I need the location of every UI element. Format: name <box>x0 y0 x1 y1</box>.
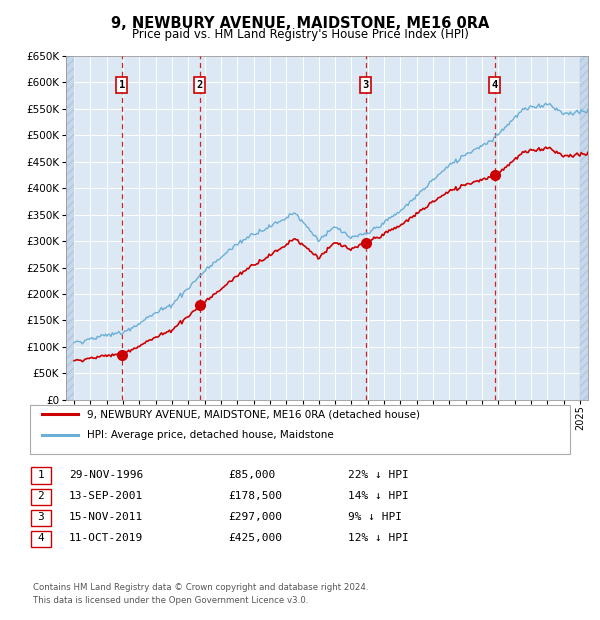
Text: This data is licensed under the Open Government Licence v3.0.: This data is licensed under the Open Gov… <box>33 596 308 604</box>
Text: 14% ↓ HPI: 14% ↓ HPI <box>348 491 409 501</box>
Text: 12% ↓ HPI: 12% ↓ HPI <box>348 533 409 543</box>
Text: 3: 3 <box>37 512 44 522</box>
Text: 22% ↓ HPI: 22% ↓ HPI <box>348 470 409 480</box>
Text: 4: 4 <box>37 533 44 543</box>
Text: 4: 4 <box>491 80 498 90</box>
Text: £425,000: £425,000 <box>228 533 282 543</box>
Text: £297,000: £297,000 <box>228 512 282 522</box>
Bar <box>66 56 74 400</box>
Text: 2: 2 <box>37 491 44 501</box>
Text: £85,000: £85,000 <box>228 470 275 480</box>
Text: Price paid vs. HM Land Registry's House Price Index (HPI): Price paid vs. HM Land Registry's House … <box>131 28 469 41</box>
Bar <box>580 56 588 400</box>
Text: 1: 1 <box>119 80 125 90</box>
Text: 9, NEWBURY AVENUE, MAIDSTONE, ME16 0RA: 9, NEWBURY AVENUE, MAIDSTONE, ME16 0RA <box>111 16 489 30</box>
Text: 15-NOV-2011: 15-NOV-2011 <box>69 512 143 522</box>
Text: 13-SEP-2001: 13-SEP-2001 <box>69 491 143 501</box>
Text: Contains HM Land Registry data © Crown copyright and database right 2024.: Contains HM Land Registry data © Crown c… <box>33 583 368 592</box>
Text: 11-OCT-2019: 11-OCT-2019 <box>69 533 143 543</box>
Text: HPI: Average price, detached house, Maidstone: HPI: Average price, detached house, Maid… <box>87 430 334 440</box>
Text: 1: 1 <box>37 470 44 480</box>
Text: 3: 3 <box>362 80 369 90</box>
Text: 2: 2 <box>197 80 203 90</box>
Text: 9% ↓ HPI: 9% ↓ HPI <box>348 512 402 522</box>
Text: 9, NEWBURY AVENUE, MAIDSTONE, ME16 0RA (detached house): 9, NEWBURY AVENUE, MAIDSTONE, ME16 0RA (… <box>87 409 420 419</box>
Text: £178,500: £178,500 <box>228 491 282 501</box>
Text: 29-NOV-1996: 29-NOV-1996 <box>69 470 143 480</box>
